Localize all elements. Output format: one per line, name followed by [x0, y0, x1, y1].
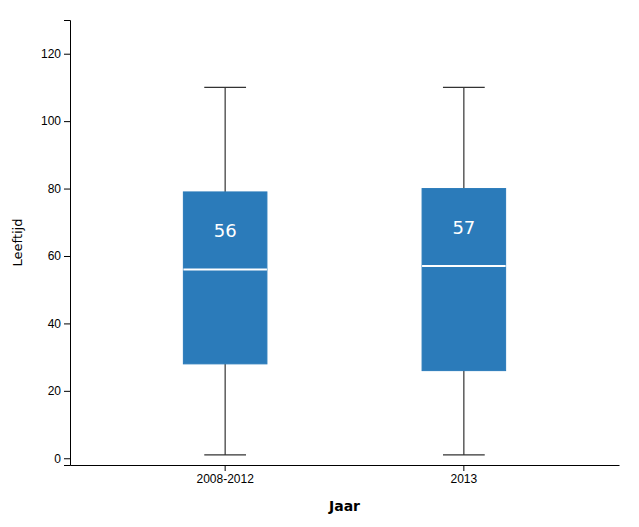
y-tick-mark [64, 256, 70, 257]
x-tick: 2013 [450, 465, 477, 486]
y-tick-mark [64, 189, 70, 190]
box [183, 192, 267, 364]
x-tick: 2008-2012 [196, 465, 254, 486]
whisker-high [463, 87, 464, 188]
plot: 0 20 40 60 80 100 120 2008-2012 2013 56 57 [41, 21, 620, 486]
y-tick: 40 [48, 317, 70, 331]
y-axis-line [64, 21, 71, 466]
y-tick: 20 [48, 384, 70, 398]
x-axis-line [71, 465, 620, 466]
data-label: 57 [452, 217, 475, 238]
y-tick-label: 120 [41, 47, 61, 61]
y-tick-mark [64, 458, 70, 459]
whisker-low [225, 364, 226, 455]
y-axis: 0 20 40 60 80 100 120 [41, 21, 71, 466]
x-tick-label: 2008-2012 [196, 472, 254, 486]
y-tick-label: 0 [54, 452, 61, 466]
y-tick-label: 100 [41, 114, 61, 128]
y-tick-mark [64, 323, 70, 324]
y-tick: 120 [41, 47, 70, 61]
y-tick-label: 20 [48, 384, 62, 398]
y-tick-mark [64, 54, 70, 55]
data-labels: 56 57 [214, 217, 476, 241]
x-axis-title: Jaar [328, 498, 360, 514]
y-tick: 100 [41, 114, 70, 128]
y-tick: 0 [54, 452, 70, 466]
y-tick: 80 [48, 182, 70, 196]
marks [183, 87, 505, 454]
whisker-low [463, 371, 464, 455]
y-tick-mark [64, 121, 70, 122]
y-axis-title: Leeftijd [10, 219, 25, 267]
median [422, 265, 506, 267]
chart: 0 20 40 60 80 100 120 2008-2012 2013 56 57 Jaar Leef… [0, 0, 639, 527]
median [183, 268, 267, 270]
x-tick-mark [225, 465, 226, 471]
box [422, 189, 506, 371]
box-group [422, 87, 506, 454]
y-tick: 60 [48, 249, 70, 263]
y-tick-mark [64, 391, 70, 392]
cap-low [204, 454, 246, 455]
cap-low [443, 454, 485, 455]
x-axis: 2008-2012 2013 [71, 465, 620, 486]
box-group [183, 87, 267, 454]
whisker-high [225, 87, 226, 192]
cap-high [204, 87, 246, 88]
data-label: 56 [214, 220, 237, 241]
x-tick-mark [463, 465, 464, 471]
y-tick-label: 60 [48, 249, 62, 263]
cap-high [443, 87, 485, 88]
y-tick-label: 40 [48, 317, 62, 331]
y-tick-label: 80 [48, 182, 62, 196]
x-tick-label: 2013 [450, 472, 477, 486]
